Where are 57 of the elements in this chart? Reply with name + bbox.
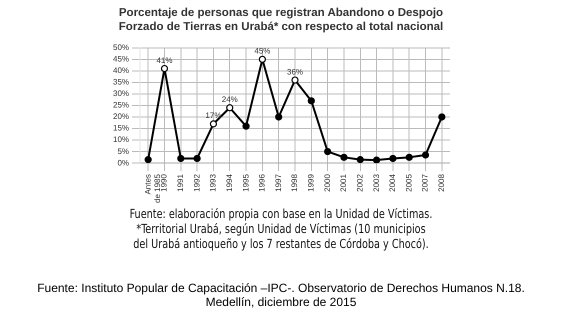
x-tick-label: 1999 [306, 174, 316, 192]
y-tick-label: 30% [112, 89, 130, 98]
point [210, 120, 218, 128]
x-tick-label: 2007 [420, 174, 430, 192]
x-tick-label: 1994 [224, 174, 234, 192]
data-label: 41% [156, 56, 172, 65]
point [356, 156, 364, 164]
source-note: Fuente: elaboración propia con base en la Unidad de Víctimas. *Territorial Urabá, según Unidad de Víctimas (10 municipios del Urabá antioqueño y los 7 restantes de Córdoba y Chocó). [128, 206, 434, 251]
y-tick-label: 45% [112, 54, 130, 64]
x-tick-label: 2008 [437, 174, 446, 192]
x-tick-label: 2000 [322, 174, 332, 192]
y-tick-label: 40% [112, 66, 130, 76]
point [406, 154, 413, 161]
x-tick-label: 1998 [290, 174, 300, 192]
point [226, 104, 234, 112]
point [177, 154, 184, 162]
y-tick-label: 10% [112, 135, 130, 144]
x-tick-label: 1996 [258, 174, 267, 192]
x-tick-label: 2001 [339, 174, 348, 192]
data-label: 36% [287, 67, 304, 76]
y-tick-label: 50% [112, 43, 130, 52]
x-tick-label: 1990 [160, 174, 169, 192]
point [258, 56, 266, 63]
point [340, 154, 348, 161]
y-tick-label: 35% [112, 78, 130, 87]
data-label: 24% [222, 94, 238, 104]
data-label: 17% [205, 111, 222, 120]
point [372, 156, 380, 164]
x-tick-label: 2004 [388, 174, 398, 192]
source-note: Fuente: Instituto Popular de Capacitación –IPC-. Observatorio de Derechos Humanos N.18. Medellín, diciembre de 2015 [36, 281, 526, 309]
data-label: 45% [254, 46, 270, 56]
x-tick-label: 2005 [404, 174, 414, 192]
x-tick-label: 1997 [274, 174, 283, 192]
point [308, 97, 315, 104]
x-tick-label: Antes de 1985 [143, 174, 162, 204]
y-tick-label: 15% [112, 124, 130, 133]
point [242, 122, 250, 130]
x-tick-label: 1991 [176, 174, 186, 192]
point [275, 113, 282, 121]
y-tick-label: 0% [117, 158, 130, 168]
y-tick-label: 5% [117, 146, 130, 156]
point [389, 154, 396, 162]
x-tick-label: 1993 [208, 174, 218, 192]
x-tick-label: 1992 [192, 174, 202, 192]
x-tick-label: 2003 [372, 174, 381, 192]
point [438, 113, 446, 121]
point [291, 76, 299, 84]
point [324, 148, 332, 156]
chart-title: Porcentaje de personas que registran Abandono o Despojo Forzado de Tierras en Urabá* con respecto al total nacional [118, 6, 444, 34]
point [194, 154, 201, 162]
y-tick-label: 25% [112, 100, 130, 110]
x-tick-label: 2002 [355, 174, 364, 192]
x-tick-label: 1995 [241, 174, 250, 192]
point [160, 64, 168, 72]
y-tick-label: 20% [112, 112, 130, 122]
point [144, 156, 152, 164]
point [422, 151, 430, 159]
